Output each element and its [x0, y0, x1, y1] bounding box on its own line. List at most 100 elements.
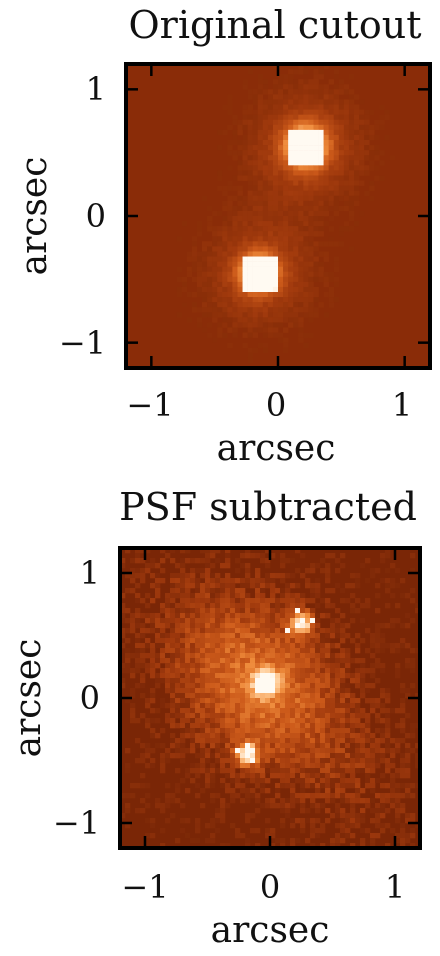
heatmap-cell: [415, 823, 421, 829]
heatmap-cell: [222, 276, 228, 283]
heatmap-cell: [359, 160, 365, 166]
heatmap-cell: [230, 678, 236, 684]
heatmap-cell: [348, 185, 355, 191]
heatmap-cell: [350, 798, 356, 804]
heatmap-cell: [354, 170, 360, 176]
heatmap-cell: [395, 738, 401, 744]
heatmap-cell: [247, 322, 253, 328]
heatmap-cell: [227, 216, 233, 222]
heatmap-cell: [222, 332, 228, 338]
heatmap-cell: [160, 658, 166, 664]
heatmap-cell: [295, 818, 301, 824]
heatmap-cell: [318, 165, 324, 171]
heatmap-cell: [207, 246, 213, 252]
heatmap-cell: [250, 618, 256, 624]
heatmap-cell: [215, 673, 221, 679]
heatmap-cell: [235, 653, 241, 659]
heatmap-cell: [180, 618, 186, 624]
heatmap-cell: [323, 256, 329, 262]
heatmap-cell: [280, 663, 286, 669]
heatmap-cell: [160, 643, 166, 649]
heatmap-cell: [369, 129, 375, 136]
heatmap-cell: [390, 708, 396, 714]
heatmap-cell: [205, 608, 211, 614]
heatmap-cell: [252, 210, 259, 217]
heatmap-cell: [390, 618, 396, 624]
heatmap-cell: [227, 200, 233, 207]
heatmap-cell: [308, 145, 314, 151]
heatmap-cell: [222, 205, 228, 212]
heatmap-cell: [210, 723, 216, 729]
heatmap-cell: [305, 768, 311, 774]
heatmap-cell: [275, 783, 281, 789]
heatmap-cell: [405, 623, 411, 629]
heatmap-cell: [375, 608, 381, 614]
heatmap-cell: [300, 648, 306, 654]
heatmap-cell: [355, 698, 361, 704]
heatmap-cell: [288, 69, 294, 75]
heatmap-cell: [190, 688, 196, 694]
heatmap-cell: [318, 124, 324, 131]
heatmap-cell: [247, 286, 253, 293]
heatmap-cell: [325, 713, 331, 719]
heatmap-cell: [225, 803, 231, 809]
heatmap-cell: [227, 124, 233, 131]
heatmap-cell: [350, 783, 356, 789]
heatmap-cell: [267, 109, 274, 115]
heatmap-cell: [295, 658, 301, 664]
heatmap-cell: [230, 728, 236, 734]
heatmap-cell: [270, 578, 276, 584]
heatmap-cell: [318, 205, 324, 212]
heatmap-cell: [220, 683, 226, 689]
heatmap-cell: [288, 79, 294, 85]
heatmap-cell: [325, 653, 331, 659]
heatmap-cell: [270, 583, 276, 589]
heatmap-cell: [190, 668, 196, 674]
heatmap-cell: [390, 563, 396, 569]
heatmap-cell: [318, 180, 324, 186]
heatmap-cell: [308, 292, 314, 298]
heatmap-cell: [335, 813, 341, 819]
heatmap-cell: [270, 618, 276, 624]
heatmap-cell: [150, 628, 156, 634]
heatmap-cell: [290, 758, 296, 764]
heatmap-cell: [303, 271, 309, 278]
heatmap-cell: [290, 843, 296, 849]
heatmap-cell: [252, 241, 259, 247]
heatmap-cell: [135, 663, 141, 669]
heatmap-cell: [395, 568, 401, 574]
heatmap-cell: [293, 150, 299, 156]
heatmap-cell: [130, 703, 136, 709]
heatmap-cell: [318, 302, 324, 308]
heatmap-cell: [375, 718, 381, 724]
heatmap-cell: [365, 688, 371, 694]
heatmap-cell: [195, 648, 201, 654]
heatmap-cell: [343, 140, 350, 146]
heatmap-cell: [195, 753, 201, 759]
heatmap-cell: [245, 633, 251, 639]
heatmap-cell: [275, 788, 281, 794]
heatmap-cell: [350, 673, 356, 679]
heatmap-cell: [222, 271, 228, 278]
heatmap-cell: [155, 583, 161, 589]
heatmap-cell: [225, 623, 231, 629]
heatmap-cell: [340, 668, 346, 674]
heatmap-cell: [237, 246, 243, 252]
heatmap-cell: [140, 633, 146, 639]
heatmap-cell: [359, 129, 365, 136]
heatmap-cell: [190, 748, 196, 754]
heatmap-cell: [313, 99, 319, 105]
heatmap-cell: [200, 678, 206, 684]
heatmap-cell: [360, 738, 366, 744]
heatmap-cell: [260, 558, 266, 564]
heatmap-cell: [240, 788, 246, 794]
heatmap-cell: [262, 261, 269, 267]
heatmap-cell: [340, 798, 346, 804]
heatmap-cell: [185, 708, 191, 714]
heatmap-cell: [205, 723, 211, 729]
heatmap-cell: [320, 643, 326, 649]
heatmap-cell: [195, 723, 201, 729]
heatmap-cell: [265, 623, 271, 629]
heatmap-cell: [330, 838, 336, 844]
heatmap-cell: [280, 588, 286, 594]
